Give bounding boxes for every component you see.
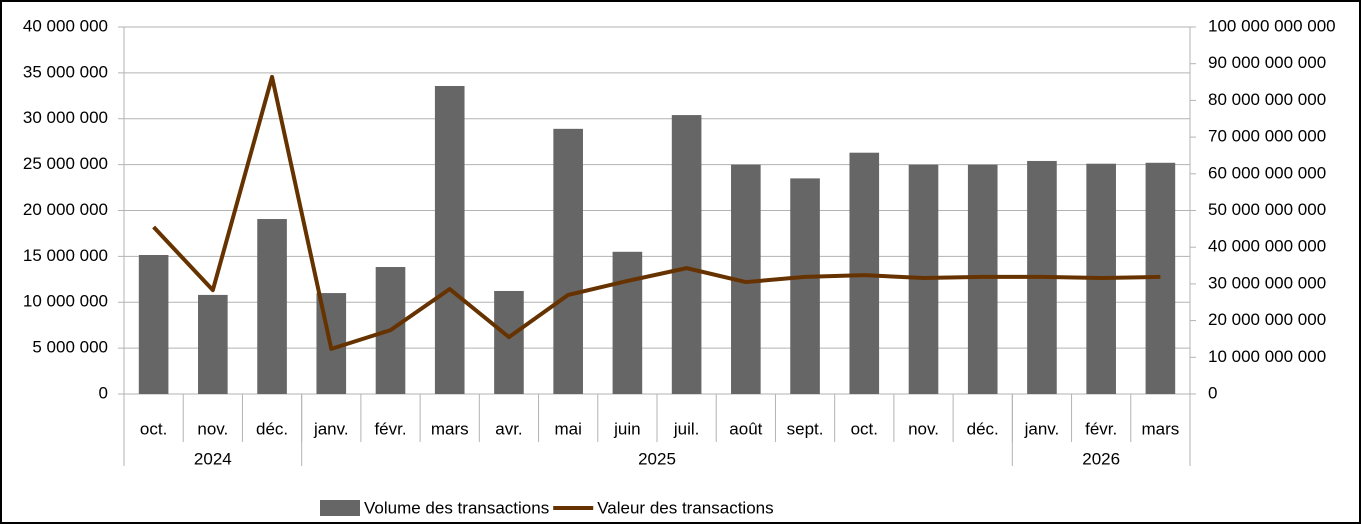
x-tick-label: mars <box>1141 419 1179 438</box>
bar <box>198 294 228 394</box>
bar <box>138 254 169 394</box>
x-tick-label: févr. <box>374 419 406 438</box>
x-tick-label: août <box>729 419 762 438</box>
y2-tick-label: 100 000 000 000 <box>1208 16 1336 35</box>
legend-label: Volume des transactions <box>364 498 549 517</box>
y-tick-label: 30 000 000 <box>23 108 108 127</box>
legend-label: Valeur des transactions <box>597 498 773 517</box>
y-tick-label: 20 000 000 <box>23 200 108 219</box>
x-tick-label: janv. <box>313 419 349 438</box>
x-tick-label: janv. <box>1024 419 1060 438</box>
x-tick-label: juin <box>613 419 640 438</box>
x-group-label: 2026 <box>1082 449 1120 468</box>
bar <box>967 164 998 394</box>
y2-tick-label: 20 000 000 000 <box>1208 310 1326 329</box>
y-tick-label: 5 000 000 <box>32 338 108 357</box>
bar <box>494 290 524 394</box>
legend-swatch <box>320 500 360 516</box>
bar <box>434 85 465 395</box>
y2-tick-label: 30 000 000 000 <box>1208 273 1326 292</box>
x-tick-label: juil. <box>673 419 700 438</box>
y-tick-label: 15 000 000 <box>23 246 108 265</box>
y-tick-label: 35 000 000 <box>23 62 108 81</box>
y2-tick-label: 80 000 000 000 <box>1208 90 1326 109</box>
x-tick-label: nov. <box>197 419 228 438</box>
y2-tick-label: 90 000 000 000 <box>1208 53 1326 72</box>
x-tick-label: déc. <box>256 419 288 438</box>
y-tick-label: 40 000 000 <box>23 16 108 35</box>
bar <box>612 251 643 394</box>
y2-tick-label: 0 <box>1208 383 1217 402</box>
bar <box>553 128 583 394</box>
bar <box>257 219 287 394</box>
y-tick-label: 0 <box>99 383 108 402</box>
x-tick-label: mai <box>554 419 581 438</box>
x-tick-label: oct. <box>851 419 878 438</box>
x-tick-label: sept. <box>787 419 824 438</box>
x-tick-label: déc. <box>967 419 999 438</box>
x-group-label: 2024 <box>194 449 232 468</box>
x-group-label: 2025 <box>638 449 676 468</box>
x-tick-label: oct. <box>140 419 167 438</box>
y-tick-label: 10 000 000 <box>23 292 108 311</box>
y2-tick-label: 50 000 000 000 <box>1208 200 1326 219</box>
y2-tick-label: 70 000 000 000 <box>1208 127 1326 146</box>
x-tick-label: avr. <box>495 419 522 438</box>
x-tick-label: mars <box>431 419 469 438</box>
y-tick-label: 25 000 000 <box>23 154 108 173</box>
x-tick-label: févr. <box>1085 419 1117 438</box>
x-tick-label: nov. <box>908 419 939 438</box>
bar <box>790 178 820 394</box>
y2-tick-label: 60 000 000 000 <box>1208 163 1326 182</box>
bar <box>671 115 702 394</box>
line <box>152 74 1161 351</box>
y2-tick-label: 40 000 000 000 <box>1208 237 1326 256</box>
y2-tick-label: 10 000 000 000 <box>1208 347 1326 366</box>
